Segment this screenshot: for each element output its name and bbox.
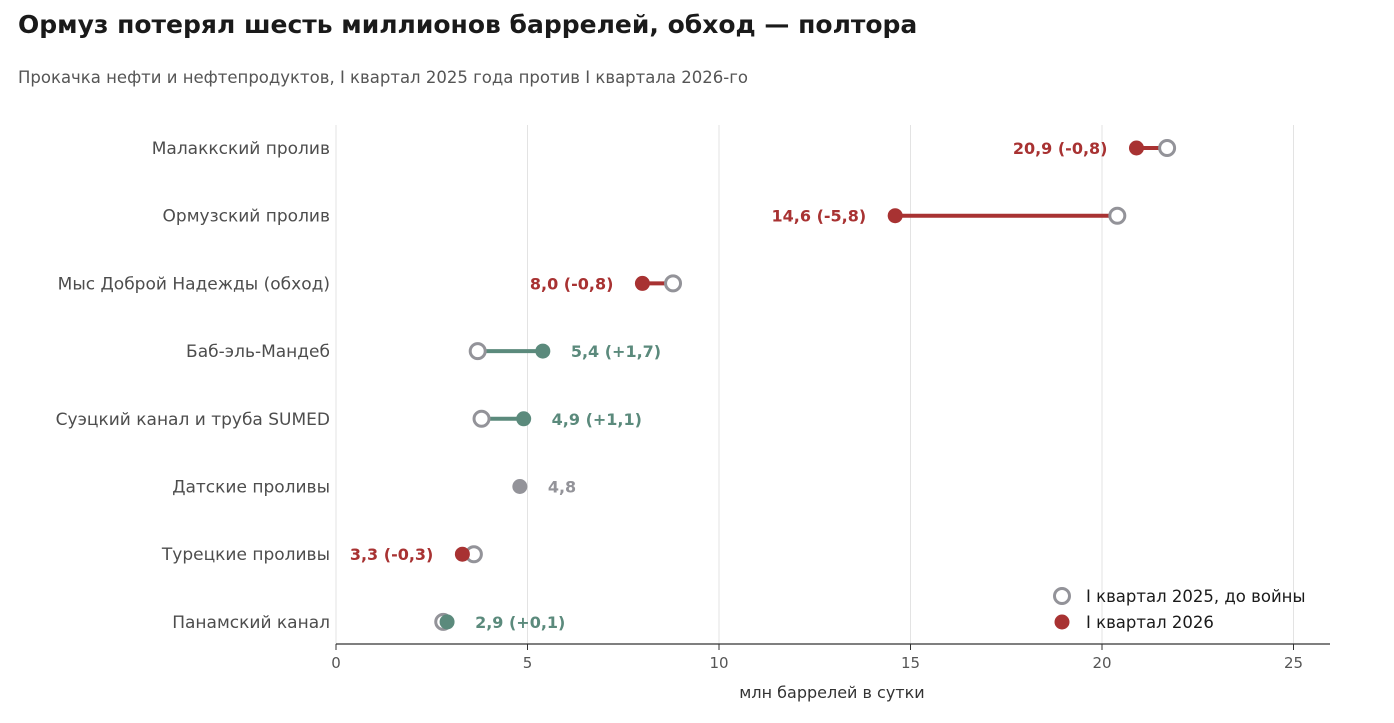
category-label: Суэцкий канал и труба SUMED [56, 410, 330, 430]
x-axis-title: млн баррелей в сутки [739, 683, 924, 702]
x-tick-label: 25 [1284, 654, 1303, 672]
after-marker [634, 275, 650, 291]
x-tick-label: 15 [901, 654, 920, 672]
after-marker [512, 479, 528, 494]
before-marker [468, 342, 487, 361]
value-label: 5,4 (+1,7) [571, 342, 661, 361]
after-marker [887, 208, 903, 224]
after-marker [1128, 140, 1144, 156]
after-marker [454, 546, 470, 562]
before-marker [472, 409, 491, 428]
before-marker [664, 274, 683, 293]
category-label: Малаккский пролив [152, 139, 330, 159]
x-tick-label: 10 [709, 654, 728, 672]
category-label: Баб-эль-Мандеб [186, 342, 330, 362]
after-marker [516, 411, 532, 427]
x-tick-label: 5 [523, 654, 533, 672]
after-marker [439, 614, 455, 630]
value-label: 4,9 (+1,1) [552, 410, 642, 429]
category-label: Мыс Доброй Надежды (обход) [58, 274, 330, 294]
value-label: 20,9 (-0,8) [1013, 139, 1108, 158]
before-marker [1158, 139, 1177, 157]
value-label: 3,3 (-0,3) [350, 545, 434, 564]
legend-before-label: I квартал 2025, до войны [1086, 587, 1306, 606]
value-label: 4,8 [548, 478, 576, 497]
chart-title: Ормуз потерял шесть миллионов баррелей, … [18, 10, 918, 39]
legend-after-marker [1054, 614, 1070, 630]
category-label: Турецкие проливы [161, 545, 330, 565]
value-label: 14,6 (-5,8) [772, 207, 867, 226]
after-marker [535, 343, 551, 359]
category-label: Панамский канал [172, 613, 330, 633]
legend-after-label: I квартал 2026 [1086, 613, 1214, 632]
category-label: Датские проливы [172, 478, 330, 498]
chart-subtitle: Прокачка нефти и нефтепродуктов, I кварт… [18, 68, 748, 87]
category-label: Ормузский пролив [163, 207, 330, 227]
value-label: 2,9 (+0,1) [475, 613, 565, 632]
value-label: 8,0 (-0,8) [530, 274, 614, 293]
x-tick-label: 0 [331, 654, 341, 672]
x-tick-label: 20 [1092, 654, 1111, 672]
legend-before-marker [1053, 587, 1071, 605]
before-marker [1108, 206, 1127, 225]
